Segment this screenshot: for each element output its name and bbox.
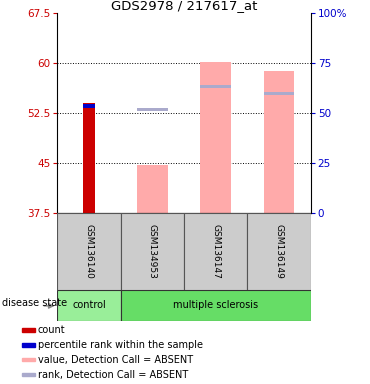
- Bar: [248, 213, 311, 290]
- Bar: [22, 343, 35, 346]
- Text: GSM136140: GSM136140: [84, 224, 94, 279]
- Text: multiple sclerosis: multiple sclerosis: [173, 300, 258, 310]
- Title: GDS2978 / 217617_at: GDS2978 / 217617_at: [111, 0, 257, 12]
- Bar: [201, 62, 231, 213]
- Bar: [137, 108, 168, 111]
- Bar: [83, 104, 95, 108]
- Text: control: control: [72, 300, 106, 310]
- Bar: [137, 164, 168, 213]
- Bar: [121, 213, 184, 290]
- Bar: [184, 213, 248, 290]
- Text: GSM136147: GSM136147: [211, 224, 220, 279]
- Text: GSM134953: GSM134953: [148, 224, 157, 279]
- Bar: [201, 85, 231, 88]
- Text: value, Detection Call = ABSENT: value, Detection Call = ABSENT: [38, 355, 193, 365]
- Bar: [264, 92, 295, 95]
- Text: disease state: disease state: [2, 298, 67, 308]
- Bar: [264, 71, 295, 213]
- Bar: [22, 328, 35, 332]
- Bar: [57, 213, 121, 290]
- Bar: [22, 373, 35, 376]
- Text: rank, Detection Call = ABSENT: rank, Detection Call = ABSENT: [38, 370, 188, 380]
- Bar: [57, 290, 121, 321]
- Bar: [83, 103, 95, 213]
- Bar: [121, 290, 311, 321]
- Text: GSM136149: GSM136149: [275, 224, 284, 279]
- Text: count: count: [38, 325, 65, 335]
- Bar: [22, 358, 35, 361]
- Text: percentile rank within the sample: percentile rank within the sample: [38, 340, 203, 350]
